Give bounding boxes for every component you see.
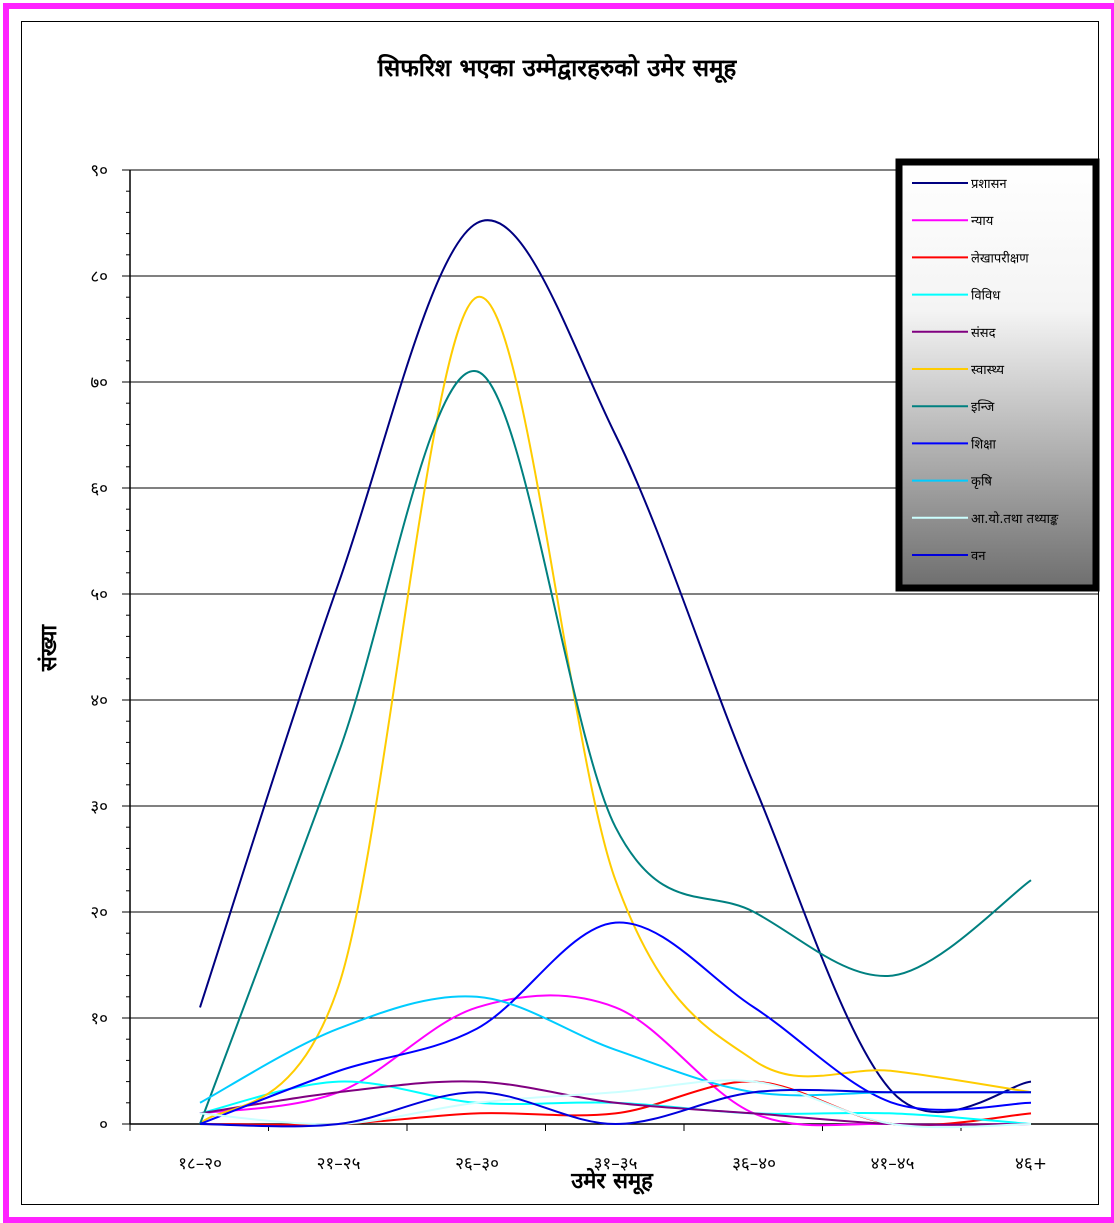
x-tick-label: ३१–३५ bbox=[594, 1154, 638, 1174]
legend-label: आ.यो.तथा तथ्याङ्क bbox=[971, 511, 1059, 527]
legend-label: वन bbox=[971, 549, 986, 564]
x-tick-label: ४१–४५ bbox=[871, 1154, 915, 1174]
y-tick-label: १० bbox=[90, 1009, 108, 1029]
y-tick-label: ० bbox=[99, 1115, 108, 1135]
y-tick-label: ५० bbox=[90, 585, 108, 605]
series-line bbox=[199, 296, 1032, 1125]
legend-items: प्रशासन न्याय लेखापरीक्षण विविध संसद स्वास्थ्… bbox=[912, 177, 1059, 564]
legend-label: लेखापरीक्षण bbox=[971, 250, 1029, 266]
series-line bbox=[199, 219, 1032, 1114]
y-tick-label: ६० bbox=[90, 479, 108, 499]
legend-label: कृषि bbox=[971, 474, 992, 490]
x-tick-label: १८–२० bbox=[178, 1154, 222, 1174]
y-tick-label: ३० bbox=[90, 797, 108, 817]
series-line bbox=[199, 1088, 1031, 1128]
chart-inner-border bbox=[21, 21, 1099, 1205]
y-tick-label: ७० bbox=[90, 373, 108, 393]
y-tick-label: ८० bbox=[90, 267, 108, 287]
legend-label: विविध bbox=[971, 288, 1001, 304]
legend: प्रशासन न्याय लेखापरीक्षण विविध संसद स्वास्थ्… bbox=[895, 158, 1100, 592]
x-axis-title: उमेर समूह bbox=[570, 1167, 654, 1195]
series-line bbox=[199, 995, 1031, 1104]
y-axis-title: संख्या bbox=[37, 624, 62, 673]
y-tick-label: ९० bbox=[90, 161, 108, 181]
x-tick-label: २६–३० bbox=[455, 1154, 499, 1174]
legend-label: संसद bbox=[971, 326, 997, 341]
legend-label: स्वास्थ्य bbox=[971, 363, 1004, 378]
series-line bbox=[199, 370, 1032, 1125]
legend-label: शिक्षा bbox=[971, 436, 997, 452]
legend-label: इन्जि bbox=[971, 399, 995, 415]
x-tick-label: ३६–४० bbox=[732, 1154, 776, 1174]
y-tick-label: २० bbox=[90, 903, 108, 923]
y-tick-label: ४० bbox=[90, 691, 108, 711]
series-lines bbox=[199, 219, 1032, 1129]
legend-label: न्याय bbox=[971, 214, 994, 229]
legend-label: प्रशासन bbox=[971, 177, 1007, 192]
x-tick-label: ४६+ bbox=[1015, 1154, 1047, 1174]
chart-title: सिफरिश भएका उम्मेद्वारहरुको उमेर समूह bbox=[377, 54, 738, 84]
x-tick-label: २१–२५ bbox=[317, 1154, 361, 1174]
series-line bbox=[199, 921, 1032, 1125]
tick-labels: ० १० २० ३० ४० ५० ६० ७० ८० ९० १८–२० २१–२५ २६–३० ३१–३५ ३… bbox=[90, 161, 1047, 1174]
